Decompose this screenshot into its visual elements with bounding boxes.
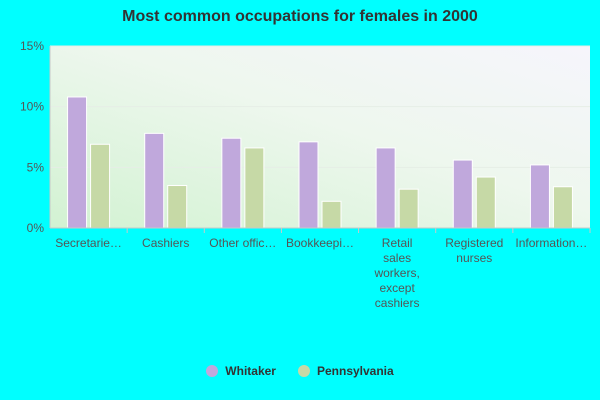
legend-label-whitaker: Whitaker bbox=[225, 364, 276, 378]
x-category-label: Bookkeepi… bbox=[286, 236, 354, 250]
legend-item-whitaker[interactable]: Whitaker bbox=[206, 364, 276, 378]
bar-pennsylvania-1[interactable] bbox=[167, 185, 188, 229]
bar-whitaker-2[interactable] bbox=[221, 137, 242, 229]
legend-swatch-pennsylvania bbox=[297, 365, 310, 377]
bar-whitaker-1[interactable] bbox=[144, 132, 165, 229]
x-category-label: Cashiers bbox=[142, 236, 189, 250]
bar-pennsylvania-5[interactable] bbox=[475, 176, 496, 229]
legend-item-pennsylvania[interactable]: Pennsylvania bbox=[297, 364, 394, 378]
x-category-label: Retail sales workers, except cashiers bbox=[373, 236, 419, 310]
y-tick-label: 10% bbox=[20, 100, 44, 114]
y-tick-label: 0% bbox=[27, 221, 45, 235]
x-category-label: Other offic… bbox=[209, 236, 276, 250]
legend-label-pennsylvania: Pennsylvania bbox=[316, 364, 394, 378]
chart-title: Most common occupations for females in 2… bbox=[122, 8, 478, 25]
bar-pennsylvania-2[interactable] bbox=[244, 147, 265, 229]
bar-whitaker-3[interactable] bbox=[298, 141, 319, 229]
legend-swatch-whitaker bbox=[206, 365, 219, 377]
bar-whitaker-0[interactable] bbox=[67, 96, 88, 229]
legend: Whitaker Pennsylvania bbox=[0, 364, 600, 378]
x-axis: Secretarie… Cashiers Other offic… Bookkeepi… bbox=[50, 227, 591, 310]
plot-area bbox=[50, 46, 590, 228]
bar-pennsylvania-4[interactable] bbox=[398, 188, 419, 229]
x-category-label: Information… bbox=[515, 236, 587, 250]
y-tick-label: 15% bbox=[20, 39, 44, 53]
x-category-label: Secretarie… bbox=[55, 236, 122, 250]
bar-pennsylvania-6[interactable] bbox=[552, 186, 573, 229]
x-category-label: Registered nurses bbox=[445, 236, 503, 265]
bar-whitaker-4[interactable] bbox=[375, 147, 396, 229]
y-tick-label: 5% bbox=[27, 160, 45, 174]
bar-whitaker-6[interactable] bbox=[529, 164, 550, 229]
bar-pennsylvania-0[interactable] bbox=[90, 143, 111, 229]
grid-lines bbox=[50, 45, 590, 168]
bar-whitaker-5[interactable] bbox=[452, 159, 473, 229]
bar-pennsylvania-3[interactable] bbox=[321, 200, 342, 229]
y-axis: 0% 5% 10% 15% bbox=[20, 39, 51, 235]
bars bbox=[67, 96, 573, 229]
